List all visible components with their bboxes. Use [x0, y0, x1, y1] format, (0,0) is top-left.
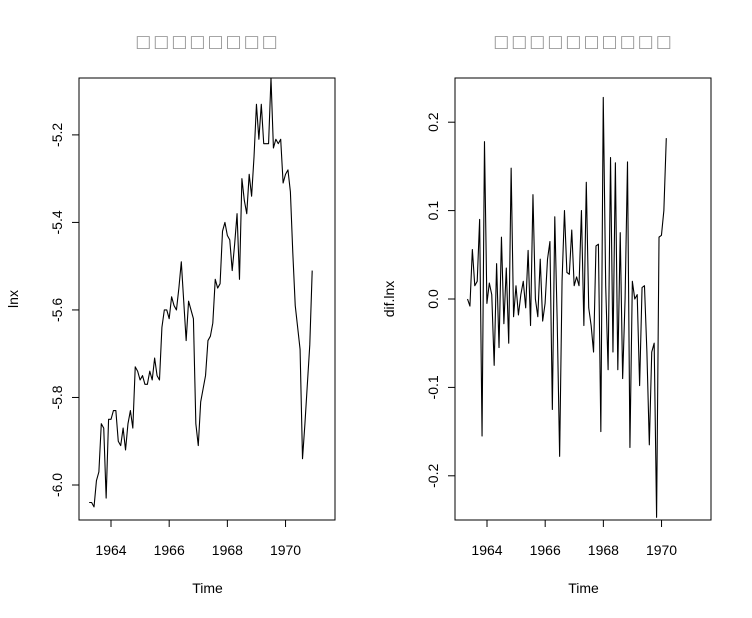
x-tick-label: 1968 [212, 542, 243, 558]
left-x-axis: 1964 1966 1968 1970 [95, 520, 301, 558]
x-tick-label: 1964 [471, 542, 502, 558]
right-panel: □□□□□□□□□□ 1964 1966 1968 1970 -0.2 -0.1 0.0 0… [381, 32, 712, 596]
y-tick-label: -5.2 [49, 123, 65, 147]
left-y-axis-title: lnx [5, 290, 21, 308]
left-chart-title: □□□□□□□□ [135, 32, 280, 52]
right-y-axis-title: dif.lnx [381, 281, 397, 318]
y-tick-label: -6.0 [49, 473, 65, 497]
y-tick-label: 0.0 [425, 289, 441, 309]
y-tick-label: -5.4 [49, 210, 65, 234]
right-series-line [466, 96, 667, 518]
right-chart-title: □□□□□□□□□□ [493, 32, 674, 52]
x-tick-label: 1966 [530, 542, 561, 558]
x-tick-label: 1966 [154, 542, 185, 558]
right-x-axis-title: Time [568, 580, 599, 596]
x-tick-label: 1970 [270, 542, 301, 558]
right-y-axis: -0.2 -0.1 0.0 0.1 0.2 [425, 112, 455, 488]
y-tick-label: -0.1 [425, 375, 441, 399]
x-tick-label: 1964 [95, 542, 126, 558]
left-panel: □□□□□□□□ 1964 1966 1968 1970 -6.0 -5.8 -5.6 -5… [5, 32, 336, 596]
y-tick-label: -5.6 [49, 298, 65, 322]
left-plot-frame [78, 77, 336, 521]
y-tick-label: -5.8 [49, 385, 65, 409]
left-y-axis: -6.0 -5.8 -5.6 -5.4 -5.2 [49, 123, 79, 497]
x-tick-label: 1970 [646, 542, 677, 558]
left-series-line [89, 77, 313, 508]
x-tick-label: 1968 [588, 542, 619, 558]
right-x-axis: 1964 1966 1968 1970 [471, 520, 677, 558]
y-tick-label: 0.1 [425, 201, 441, 221]
y-tick-label: 0.2 [425, 112, 441, 132]
y-tick-label: -0.2 [425, 464, 441, 488]
left-x-axis-title: Time [192, 580, 223, 596]
